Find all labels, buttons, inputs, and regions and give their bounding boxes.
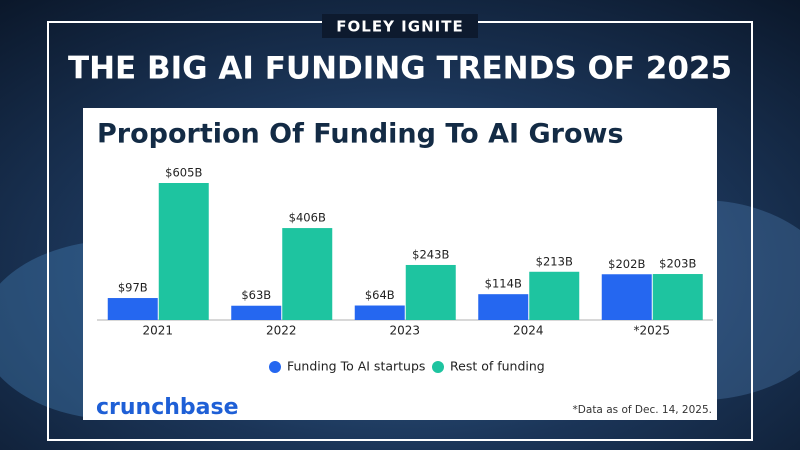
bar <box>158 183 209 320</box>
value-label: $213B <box>536 254 573 268</box>
brand-box <box>322 14 478 38</box>
value-label: $202B <box>608 257 645 271</box>
legend-marker <box>269 361 281 373</box>
value-label: $243B <box>412 247 449 261</box>
bar <box>231 305 282 320</box>
value-label: $114B <box>485 277 522 291</box>
banner-title: THE BIG AI FUNDING TRENDS OF 2025 <box>68 51 732 87</box>
bar <box>282 228 333 320</box>
bar <box>478 294 529 320</box>
brand: FOLEY IGNITE <box>336 18 463 36</box>
x-tick-label: 2021 <box>142 324 173 338</box>
bar <box>529 271 580 320</box>
x-tick-label: *2025 <box>633 324 670 338</box>
value-label: $64B <box>365 288 395 302</box>
value-label: $203B <box>659 257 696 271</box>
x-tick-label: 2023 <box>389 324 420 338</box>
value-label: $406B <box>289 211 326 225</box>
bar <box>405 264 456 320</box>
bar <box>354 305 405 320</box>
legend-marker <box>432 361 444 373</box>
bar <box>107 298 158 320</box>
x-tick-label: 2024 <box>513 324 544 338</box>
x-tick-label: 2022 <box>266 324 297 338</box>
bar <box>652 274 703 320</box>
chart-title: Proportion Of Funding To AI Grows <box>97 119 624 150</box>
bar <box>601 274 652 320</box>
value-label: $605B <box>165 166 202 180</box>
value-label: $63B <box>241 288 271 302</box>
footnote: *Data as of Dec. 14, 2025. <box>573 404 712 416</box>
value-label: $97B <box>118 281 148 295</box>
logo: crunchbase <box>96 395 239 420</box>
legend-label: Funding To AI startups <box>287 359 425 374</box>
legend-label: Rest of funding <box>450 359 545 374</box>
